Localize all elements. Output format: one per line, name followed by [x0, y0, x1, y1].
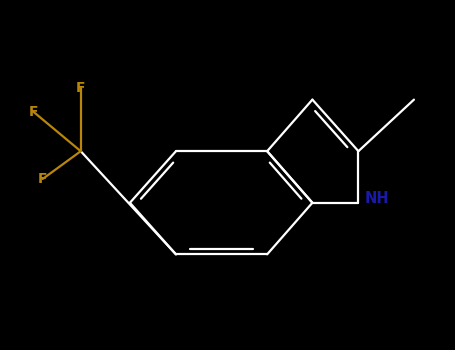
Text: F: F: [28, 105, 38, 119]
Text: F: F: [38, 172, 47, 186]
Text: F: F: [76, 81, 86, 95]
Text: NH: NH: [365, 191, 389, 206]
